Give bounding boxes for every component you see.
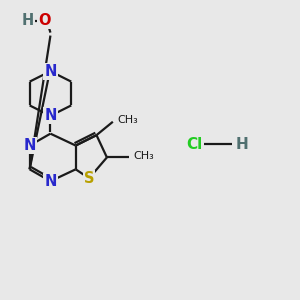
Text: S: S [84,171,94,186]
Text: N: N [23,138,36,153]
Text: N: N [44,174,57,189]
Text: CH₃: CH₃ [134,151,154,161]
Text: H: H [236,136,248,152]
Text: H: H [22,13,34,28]
Text: CH₃: CH₃ [117,115,138,125]
Text: O: O [38,13,51,28]
Text: Cl: Cl [187,136,203,152]
Text: N: N [44,64,57,79]
Text: N: N [44,108,57,123]
